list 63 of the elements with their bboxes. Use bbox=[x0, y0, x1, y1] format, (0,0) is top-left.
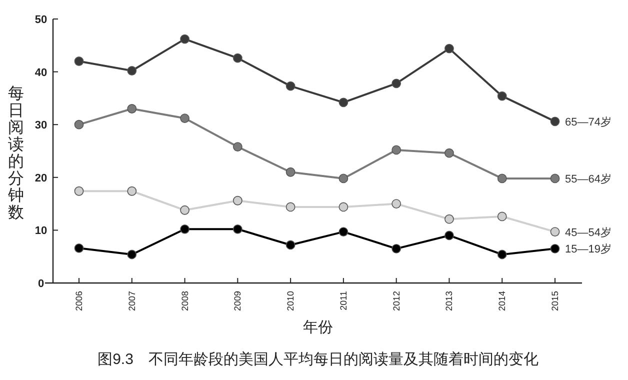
point bbox=[127, 104, 137, 114]
point bbox=[392, 145, 402, 155]
point bbox=[286, 202, 296, 212]
point bbox=[74, 56, 84, 66]
point bbox=[127, 250, 137, 260]
series-label: 65—74岁 bbox=[565, 116, 612, 128]
y-axis-title: 每日阅读的分钟数 bbox=[7, 86, 24, 222]
point bbox=[338, 202, 348, 212]
y-tick-label: 50 bbox=[34, 14, 48, 26]
y-tick-label: 40 bbox=[34, 66, 48, 79]
point bbox=[74, 120, 84, 130]
point bbox=[127, 186, 137, 196]
x-tick-label: 2007 bbox=[126, 291, 137, 312]
series-label: 55—64岁 bbox=[565, 173, 612, 186]
x-tick-label: 2009 bbox=[232, 291, 243, 312]
x-tick-label: 2011 bbox=[338, 291, 348, 310]
point bbox=[444, 44, 454, 54]
point bbox=[286, 167, 296, 177]
point bbox=[550, 116, 560, 126]
text: 图9.3 不同年龄段的美国人平均每日的阅读量及其随着时间的变化 bbox=[98, 351, 538, 368]
point bbox=[286, 81, 296, 91]
point bbox=[286, 240, 296, 250]
point bbox=[180, 34, 190, 44]
point bbox=[444, 148, 454, 158]
point bbox=[338, 174, 348, 184]
y-tick-label: 0 bbox=[38, 278, 44, 290]
point bbox=[444, 214, 454, 224]
x-tick-label: 2012 bbox=[391, 291, 402, 312]
point bbox=[497, 91, 507, 101]
point bbox=[550, 227, 560, 236]
point bbox=[127, 66, 137, 76]
point bbox=[232, 224, 242, 234]
x-axis-title: 年份 bbox=[303, 319, 333, 336]
point bbox=[338, 227, 348, 236]
series-label: 15—19岁 bbox=[565, 244, 612, 256]
point bbox=[497, 212, 507, 222]
point bbox=[180, 205, 190, 215]
point bbox=[444, 230, 454, 240]
point bbox=[338, 98, 348, 108]
y-tick-label: 10 bbox=[34, 225, 48, 238]
x-tick-label: 2006 bbox=[74, 291, 84, 312]
point bbox=[180, 224, 190, 234]
x-tick-label: 2013 bbox=[444, 291, 454, 312]
x-tick-label: 2015 bbox=[550, 291, 560, 312]
point bbox=[392, 199, 402, 208]
series-label: 45—54岁 bbox=[565, 226, 612, 239]
point bbox=[74, 186, 84, 196]
point bbox=[180, 114, 190, 123]
point bbox=[392, 244, 402, 254]
point bbox=[497, 174, 507, 184]
point bbox=[550, 174, 560, 184]
point bbox=[232, 53, 242, 63]
y-tick-label: 20 bbox=[34, 172, 48, 184]
x-tick-label: 2010 bbox=[286, 291, 296, 312]
x-tick-label: 2014 bbox=[497, 291, 508, 312]
point bbox=[74, 243, 84, 253]
point bbox=[392, 78, 402, 88]
point bbox=[497, 250, 507, 260]
x-tick-label: 2008 bbox=[180, 291, 190, 312]
point bbox=[550, 244, 560, 254]
point bbox=[232, 142, 242, 152]
y-tick-label: 30 bbox=[34, 120, 48, 132]
point bbox=[232, 196, 242, 206]
